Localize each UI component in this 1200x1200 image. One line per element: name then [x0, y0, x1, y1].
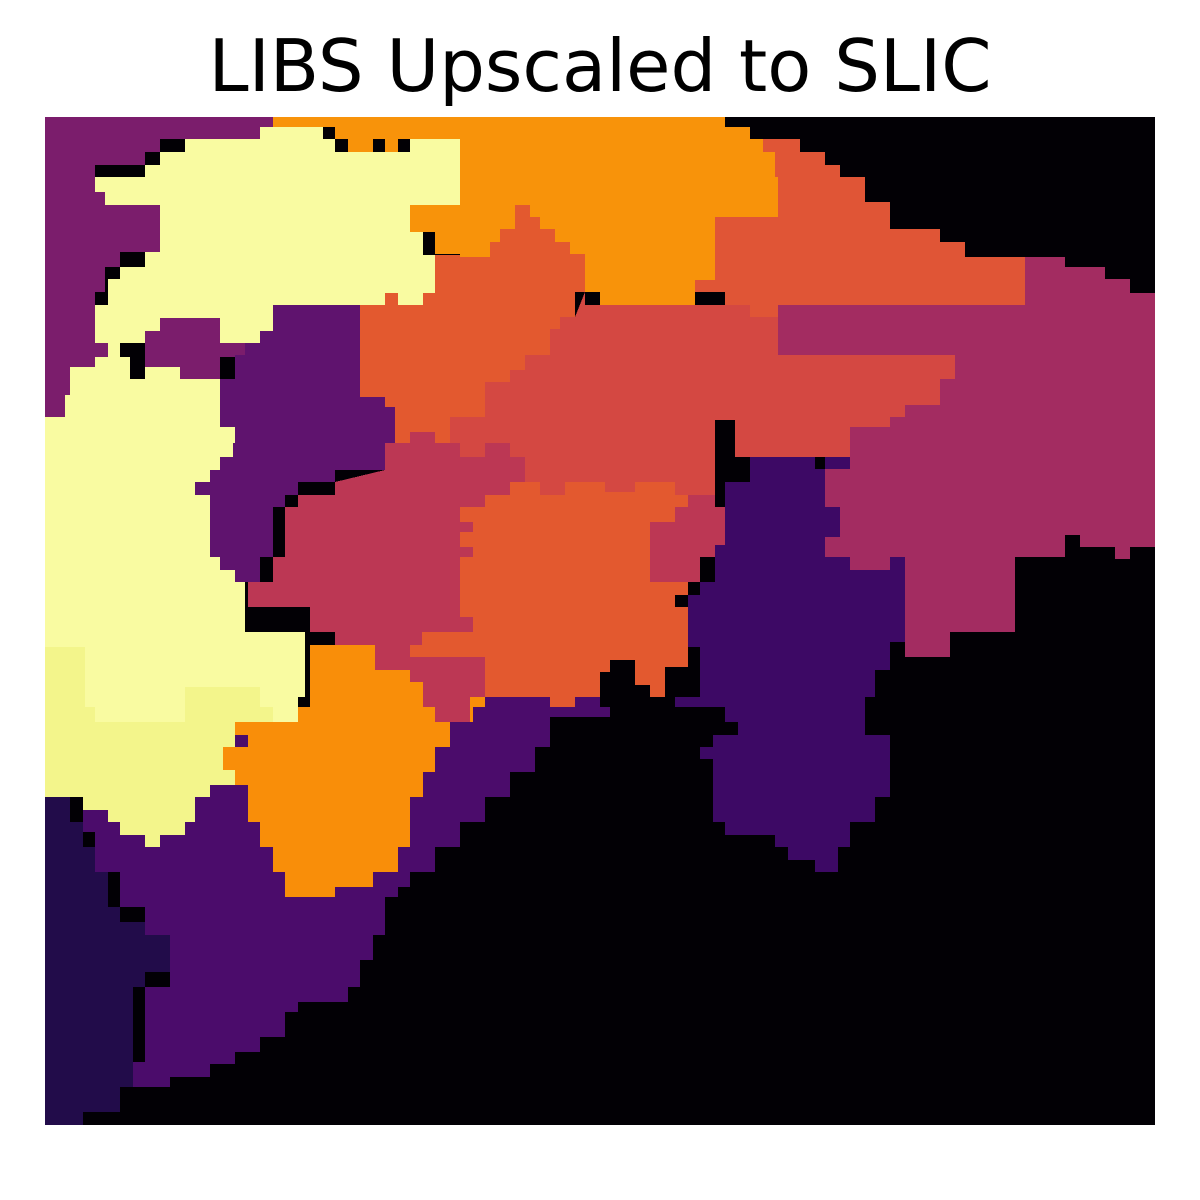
- region-upper-orange: [360, 205, 585, 443]
- region-purple: [83, 697, 610, 1087]
- region-crimson-patch: [650, 495, 725, 582]
- region-left-light-yellow: [45, 343, 305, 722]
- region-top-light-yellow: [95, 127, 460, 357]
- region-left-pale-yellow: [45, 647, 273, 847]
- region-lower-orange: [410, 482, 725, 707]
- region-right-magenta: [778, 257, 1155, 657]
- figure-title: LIBS Upscaled to SLIC: [208, 24, 992, 108]
- region-top-amber: [273, 117, 778, 305]
- region-left-indigo: [45, 797, 170, 1125]
- region-dark-purple: [675, 457, 905, 872]
- region-lower-amber: [223, 645, 485, 897]
- segmentation-map: [45, 117, 1155, 1125]
- region-center-red: [450, 292, 955, 495]
- region-violet: [195, 305, 395, 582]
- region-notch: [600, 660, 635, 707]
- region-crimson: [248, 432, 525, 722]
- region-top-right-red-orange: [695, 139, 1025, 317]
